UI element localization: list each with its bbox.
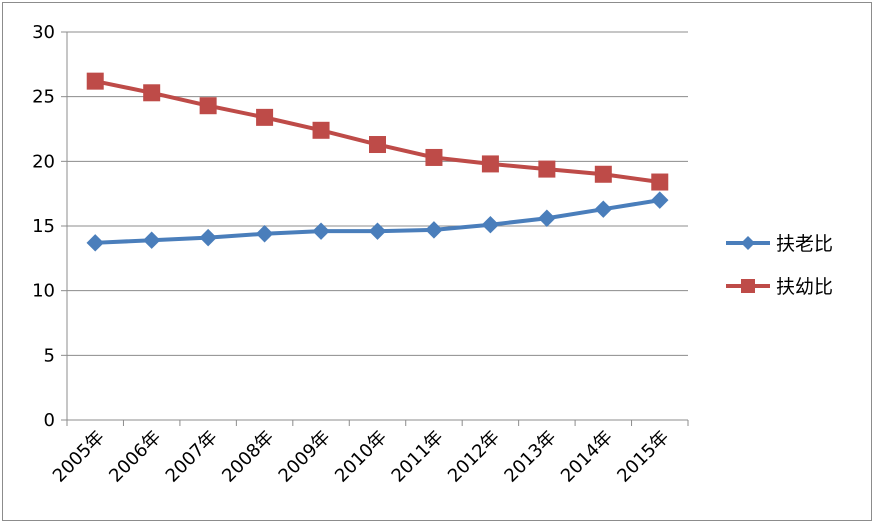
data-point-square [312, 121, 330, 139]
data-point-square [594, 165, 612, 183]
x-tick-label: 2015年 [613, 427, 673, 487]
data-point-diamond [538, 209, 556, 227]
series-layer [86, 72, 669, 252]
x-tick-label: 2014年 [557, 427, 617, 487]
data-point-square [143, 84, 161, 102]
gridlines [67, 31, 688, 356]
legend-label-1: 扶老比 [776, 233, 833, 255]
data-point-diamond [142, 231, 161, 249]
x-tick-label: 2006年 [105, 427, 165, 487]
data-point-diamond [425, 221, 443, 239]
data-point-square [651, 173, 669, 191]
data-point-diamond [651, 191, 669, 209]
data-point-square [425, 148, 443, 166]
y-tick-labels: 0 5 10 15 20 25 30 [32, 22, 55, 431]
data-point-square [538, 160, 556, 178]
y-tick-label: 15 [32, 216, 55, 237]
data-point-diamond [594, 200, 613, 218]
legend-marker-square [741, 279, 755, 293]
x-tick-label: 2009年 [275, 427, 335, 487]
x-tick-labels: 2005年2006年2007年2008年2009年2010年2011年2012年… [49, 427, 674, 487]
legend-label-2: 扶幼比 [776, 276, 833, 298]
y-tick-label: 25 [32, 87, 55, 108]
y-tick-label: 5 [44, 345, 55, 366]
x-tick-label: 2005年 [49, 427, 109, 487]
x-tick-label: 2011年 [388, 427, 448, 487]
data-point-diamond [199, 228, 217, 247]
y-tick-label: 0 [44, 410, 55, 431]
data-point-diamond [255, 225, 274, 243]
x-tick-label: 2010年 [331, 427, 391, 487]
data-point-diamond [481, 215, 500, 234]
y-tick-label: 30 [32, 22, 55, 43]
data-point-square [199, 97, 217, 115]
x-tick-label: 2008年 [218, 427, 278, 487]
legend-marker-diamond [741, 236, 755, 250]
data-point-diamond [86, 234, 104, 252]
data-point-square [481, 155, 499, 173]
data-point-square [86, 72, 104, 90]
x-tick-label: 2013年 [500, 427, 560, 487]
y-tick-label: 10 [32, 281, 55, 302]
x-tick-label: 2012年 [444, 427, 504, 487]
data-point-diamond [312, 222, 330, 240]
x-tick-label: 2007年 [162, 427, 222, 487]
y-tick-label: 20 [32, 151, 55, 172]
data-point-square [256, 108, 274, 126]
data-point-diamond [368, 222, 387, 240]
axes [61, 31, 689, 426]
data-point-square [369, 136, 386, 154]
